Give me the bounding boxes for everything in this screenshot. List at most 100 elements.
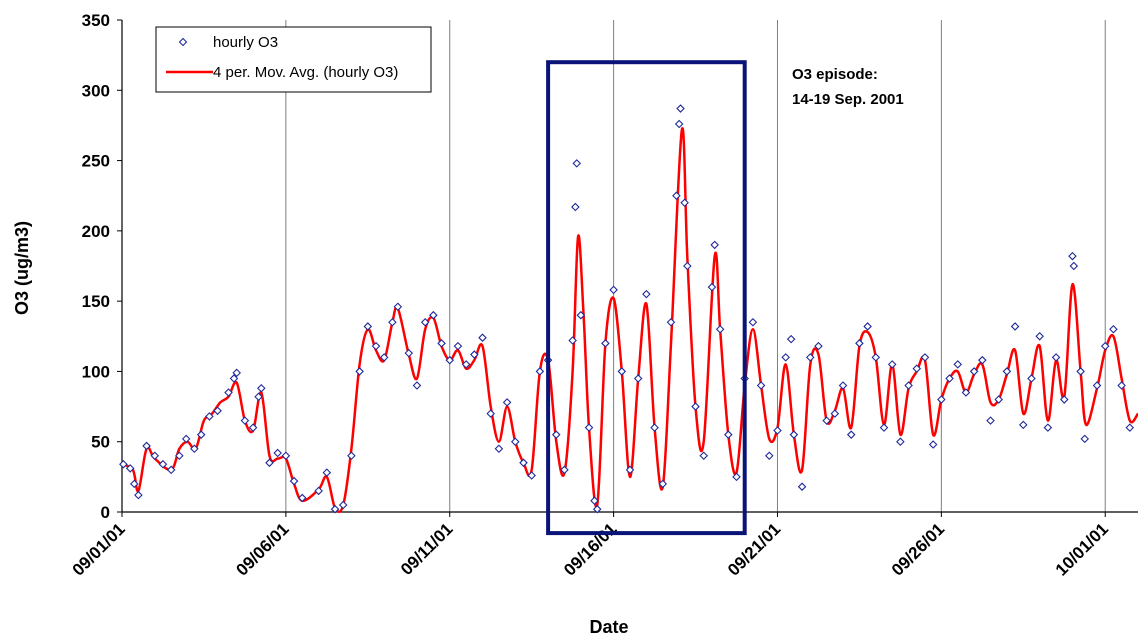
hourly-o3-point: [724, 430, 733, 439]
axes: [117, 19, 1138, 517]
hourly-o3-point: [1125, 423, 1135, 432]
hourly-o3-point: [175, 451, 184, 461]
hourly-o3-point: [592, 504, 602, 514]
hourly-o3-point: [773, 426, 782, 435]
hourly-o3-point: [855, 339, 864, 348]
x-tick-label: 10/01/01: [1052, 519, 1112, 579]
hourly-o3-point: [797, 482, 807, 491]
hourly-o3-point: [205, 412, 214, 421]
hourly-o3-point: [535, 367, 545, 376]
hourly-o3-point: [461, 360, 471, 369]
hourly-o3-point: [887, 360, 897, 369]
hourly-o3-point: [494, 444, 504, 454]
moving-average-line: [121, 127, 1138, 514]
hourly-o3-point: [181, 434, 191, 444]
hourly-o3-point: [666, 317, 676, 327]
hourly-o3-point: [642, 289, 651, 299]
hourly-o3-point: [281, 451, 291, 461]
hourly-o3-point: [213, 406, 222, 416]
hourly-o3-point: [314, 486, 323, 496]
hourly-o3-point: [846, 430, 856, 439]
hourly-o3-point: [502, 398, 512, 407]
hourly-o3-point: [1027, 374, 1036, 383]
hourly-o3-point: [1043, 423, 1053, 432]
hourly-o3-point: [232, 368, 241, 378]
hourly-o3-point: [715, 324, 725, 334]
hourly-o3-point: [1109, 324, 1118, 334]
hourly-o3-point: [412, 381, 422, 390]
hourly-o3-point: [590, 496, 599, 506]
hourly-o3-point: [945, 374, 954, 383]
hourly-o3-point: [904, 381, 913, 390]
hourly-o3-point: [584, 423, 594, 432]
y-tick-label: 150: [82, 292, 110, 311]
hourly-o3-point: [756, 381, 766, 390]
legend-diamond: [178, 37, 188, 47]
y-tick-label: 200: [82, 222, 110, 241]
hourly-o3-point: [355, 367, 364, 376]
hourly-o3-point: [1076, 367, 1085, 376]
hourly-o3-point: [254, 392, 263, 402]
hourly-o3-point: [1051, 353, 1061, 362]
hourly-o3-point: [196, 430, 206, 439]
hourly-o3-point: [248, 423, 258, 432]
hourly-o3-point: [388, 317, 397, 327]
hourly-o3-point: [1069, 261, 1079, 271]
legend-scatter-marker: [178, 37, 188, 47]
hourly-o3-point: [1117, 381, 1126, 390]
hourly-o3-point: [363, 322, 373, 331]
legend-box: [155, 26, 432, 93]
hourly-o3-point: [511, 437, 520, 446]
hourly-o3-point: [134, 490, 143, 500]
hourly-o3-point: [1002, 367, 1012, 376]
hourly-o3-point: [871, 353, 881, 362]
hourly-o3-point: [240, 416, 250, 425]
hourly-o3-point: [1010, 322, 1020, 331]
hourly-o3-point: [1068, 251, 1077, 261]
x-axis-title: Date: [589, 617, 628, 637]
hourly-o3-point: [1019, 420, 1028, 430]
x-tick-label: 09/21/01: [724, 519, 784, 579]
hourly-o3-point: [150, 451, 160, 461]
hourly-o3-point: [994, 395, 1003, 404]
tick-labels: 0 50 100 150 200 250 300 350 09/01/01 09/06/01 09/…: [69, 11, 1112, 580]
hourly-o3-point: [158, 459, 168, 469]
hourly-o3-point: [379, 353, 389, 362]
hourly-o3-point: [732, 472, 741, 482]
x-tick-label: 09/11/01: [397, 519, 457, 579]
hourly-o3-point: [937, 395, 946, 404]
hourly-o3-point: [953, 360, 963, 369]
x-tick-label: 09/06/01: [232, 519, 292, 579]
hourly-o3-point: [486, 409, 495, 418]
hourly-o3-point: [672, 191, 681, 200]
hourly-o3-point: [814, 341, 823, 351]
hourly-o3-point: [691, 402, 700, 411]
hourly-o3-point: [683, 261, 692, 271]
y-tick-label: 50: [91, 433, 110, 452]
hourly-o3-point: [1080, 434, 1090, 444]
hourly-o3-point: [568, 336, 577, 345]
hourly-o3-point: [601, 339, 610, 348]
hourly-o3-point: [625, 465, 635, 475]
hourly-o3-point: [786, 334, 796, 344]
hourly-o3-point: [1100, 341, 1110, 351]
hourly-o3-point: [650, 423, 659, 432]
legend-label-scatter: hourly O3: [213, 34, 278, 51]
hourly-o3-point: [429, 310, 438, 320]
hourly-o3-point: [519, 458, 528, 468]
hourly-o3-point: [676, 104, 685, 113]
hourly-o3-point: [322, 468, 332, 477]
y-tick-label: 300: [82, 81, 110, 100]
hourly-o3-point: [229, 374, 239, 383]
hourly-o3-point: [393, 302, 403, 312]
hourly-o3-point: [571, 202, 580, 212]
hourly-o3-point: [527, 471, 536, 480]
hourly-o3-point: [420, 317, 430, 327]
y-tick-label: 250: [82, 152, 110, 171]
hourly-o3-point: [119, 459, 128, 469]
hourly-o3-point: [142, 441, 151, 451]
x-tick-label: 09/01/01: [69, 519, 129, 579]
hourly-o3-point: [190, 444, 199, 454]
hourly-o3-point: [920, 353, 930, 362]
